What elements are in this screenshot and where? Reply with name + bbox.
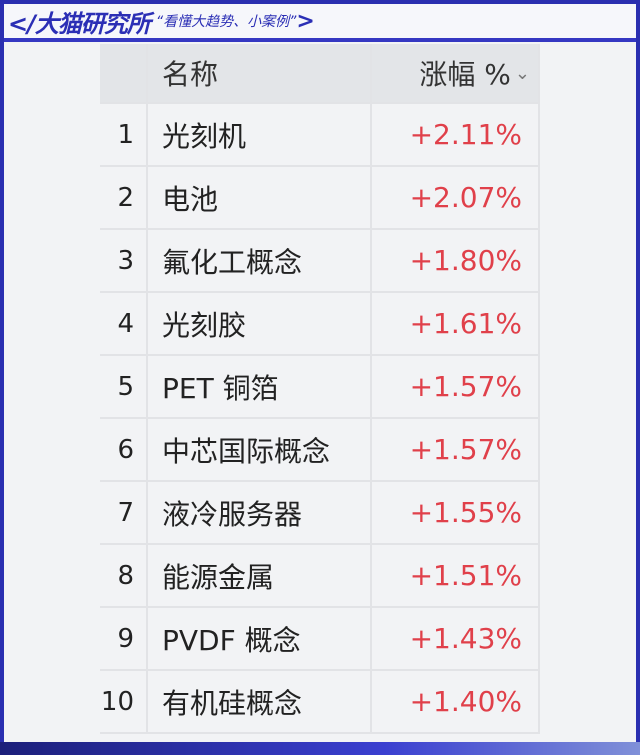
- banner: </大猫研究所 “看懂大趋势、小案例” >: [4, 4, 636, 42]
- table-row[interactable]: 6 中芯国际概念 +1.57%: [100, 419, 540, 482]
- rank: 7: [100, 482, 148, 543]
- change-value: +1.80%: [372, 230, 540, 291]
- table-header: 名称 涨幅 % ⌄: [100, 44, 540, 104]
- header-name[interactable]: 名称: [148, 44, 372, 102]
- table-row[interactable]: 5 PET 铜箔 +1.57%: [100, 356, 540, 419]
- rank: 2: [100, 167, 148, 228]
- change-value: +2.07%: [372, 167, 540, 228]
- header-rank: [100, 44, 148, 102]
- header-change[interactable]: 涨幅 % ⌄: [372, 44, 540, 102]
- change-value: +1.43%: [372, 608, 540, 669]
- table-row[interactable]: 1 光刻机 +2.11%: [100, 104, 540, 167]
- change-value: +1.55%: [372, 482, 540, 543]
- sector-name: PVDF 概念: [148, 608, 372, 669]
- change-value: +1.40%: [372, 671, 540, 732]
- table-row[interactable]: 4 光刻胶 +1.61%: [100, 293, 540, 356]
- sector-name: 液冷服务器: [148, 482, 372, 543]
- table-row[interactable]: 8 能源金属 +1.51%: [100, 545, 540, 608]
- table-row[interactable]: 10 有机硅概念 +1.40%: [100, 671, 540, 734]
- change-value: +1.61%: [372, 293, 540, 354]
- table-row[interactable]: 9 PVDF 概念 +1.43%: [100, 608, 540, 671]
- rank: 10: [100, 671, 148, 732]
- table-row[interactable]: 7 液冷服务器 +1.55%: [100, 482, 540, 545]
- change-value: +1.51%: [372, 545, 540, 606]
- sector-table: 名称 涨幅 % ⌄ 1 光刻机 +2.11% 2 电池 +2.07% 3 氟化工概念 +1.80%…: [100, 44, 540, 734]
- sector-name: 有机硅概念: [148, 671, 372, 732]
- sector-name: 光刻机: [148, 104, 372, 165]
- change-value: +1.57%: [372, 356, 540, 417]
- rank: 8: [100, 545, 148, 606]
- sector-name: PET 铜箔: [148, 356, 372, 417]
- sector-name: 光刻胶: [148, 293, 372, 354]
- brand-close-bracket: >: [296, 8, 315, 34]
- sector-name: 能源金属: [148, 545, 372, 606]
- rank: 1: [100, 104, 148, 165]
- change-value: +1.57%: [372, 419, 540, 480]
- rank: 6: [100, 419, 148, 480]
- sector-name: 电池: [148, 167, 372, 228]
- change-value: +2.11%: [372, 104, 540, 165]
- rank: 5: [100, 356, 148, 417]
- header-change-label: 涨幅 %: [419, 58, 511, 91]
- rank: 3: [100, 230, 148, 291]
- brand-title: </大猫研究所: [8, 9, 151, 38]
- slogan: “看懂大趋势、小案例”: [155, 14, 297, 30]
- sector-name: 中芯国际概念: [148, 419, 372, 480]
- sector-name: 氟化工概念: [148, 230, 372, 291]
- table-row[interactable]: 3 氟化工概念 +1.80%: [100, 230, 540, 293]
- rank: 4: [100, 293, 148, 354]
- frame: </大猫研究所 “看懂大趋势、小案例” > 名称 涨幅 % ⌄ 1 光刻机 +2.11…: [4, 4, 636, 742]
- chevron-down-icon[interactable]: ⌄: [514, 62, 530, 84]
- bottom-band: [0, 742, 640, 755]
- table-row[interactable]: 2 电池 +2.07%: [100, 167, 540, 230]
- rank: 9: [100, 608, 148, 669]
